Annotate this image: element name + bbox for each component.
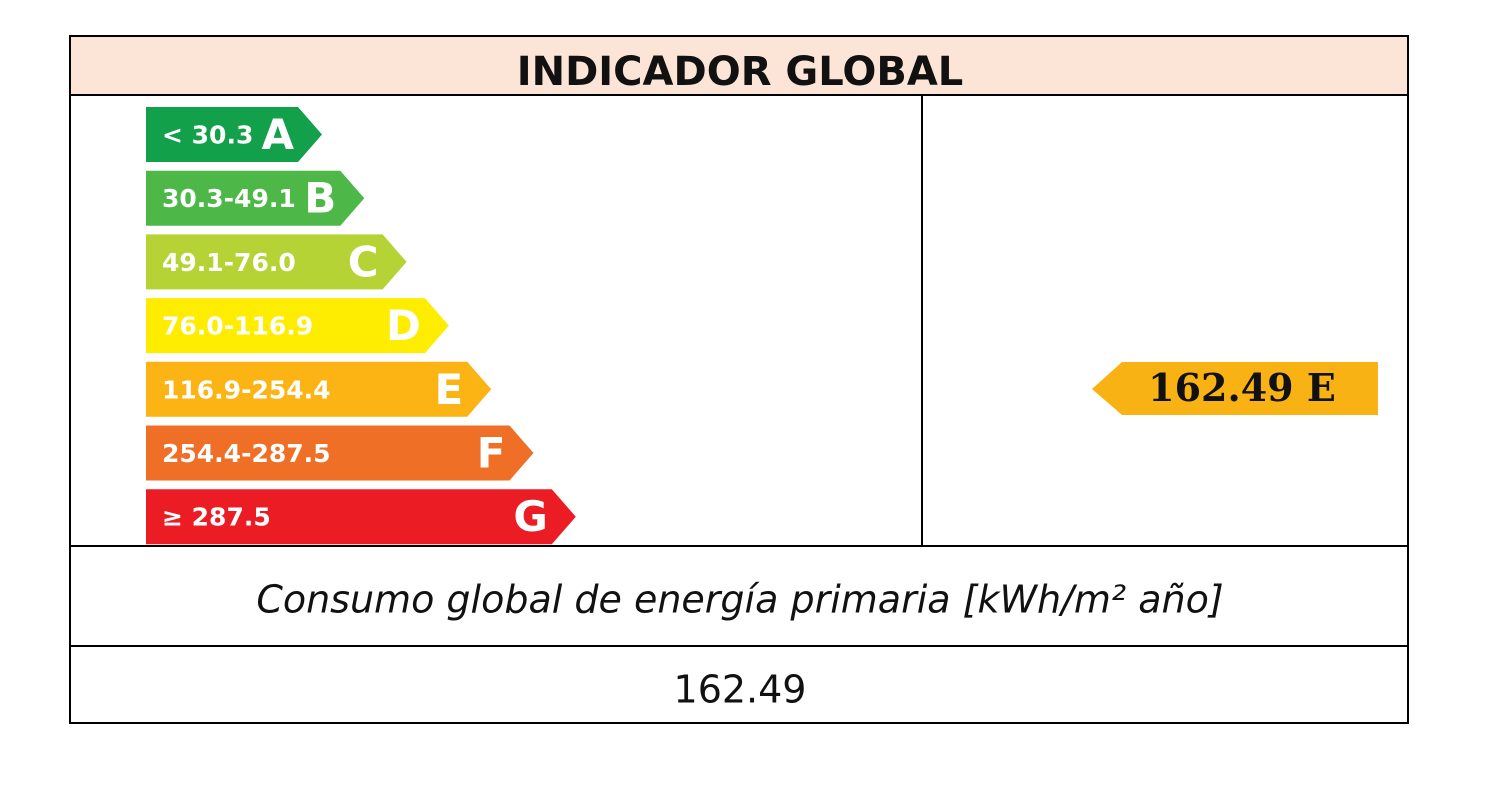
class-range: 49.1-76.0 [162, 248, 296, 277]
footer-label: Consumo global de energía primaria [kWh/… [256, 578, 1223, 622]
header-bg [70, 36, 1408, 95]
class-letter: D [386, 301, 421, 350]
class-letter: B [304, 174, 336, 223]
class-range: 116.9-254.4 [162, 375, 331, 404]
table-border [69, 35, 1409, 724]
class-bar [146, 298, 449, 354]
class-bar [146, 425, 534, 481]
class-range: 76.0-116.9 [162, 312, 313, 341]
class-letter: G [513, 492, 547, 541]
class-bar [146, 489, 576, 545]
scale: < 30.3 A 30.3-49.1 B 49.1-76.0 C 76.0-116.9 D 11… [146, 107, 576, 545]
class-bar [146, 170, 365, 226]
class-range: ≥ 287.5 [162, 503, 271, 532]
rating-arrow [1092, 362, 1378, 415]
rating-text: 162.49 E [1148, 365, 1336, 410]
rating-class: E [1307, 365, 1336, 410]
class-range: 30.3-49.1 [162, 184, 296, 213]
class-bar [146, 361, 492, 417]
class-range: < 30.3 [162, 121, 253, 150]
header-title: INDICADOR GLOBAL [517, 49, 964, 95]
class-letter: A [261, 110, 294, 159]
class-letter: E [434, 365, 463, 414]
class-letter: F [477, 429, 506, 478]
class-letter: C [348, 237, 379, 286]
class-bar [146, 234, 407, 290]
class-bar [146, 107, 322, 162]
rating-value: 162.49 [1148, 365, 1293, 410]
class-range: 254.4-287.5 [162, 439, 331, 468]
footer-value: 162.49 [674, 668, 807, 712]
